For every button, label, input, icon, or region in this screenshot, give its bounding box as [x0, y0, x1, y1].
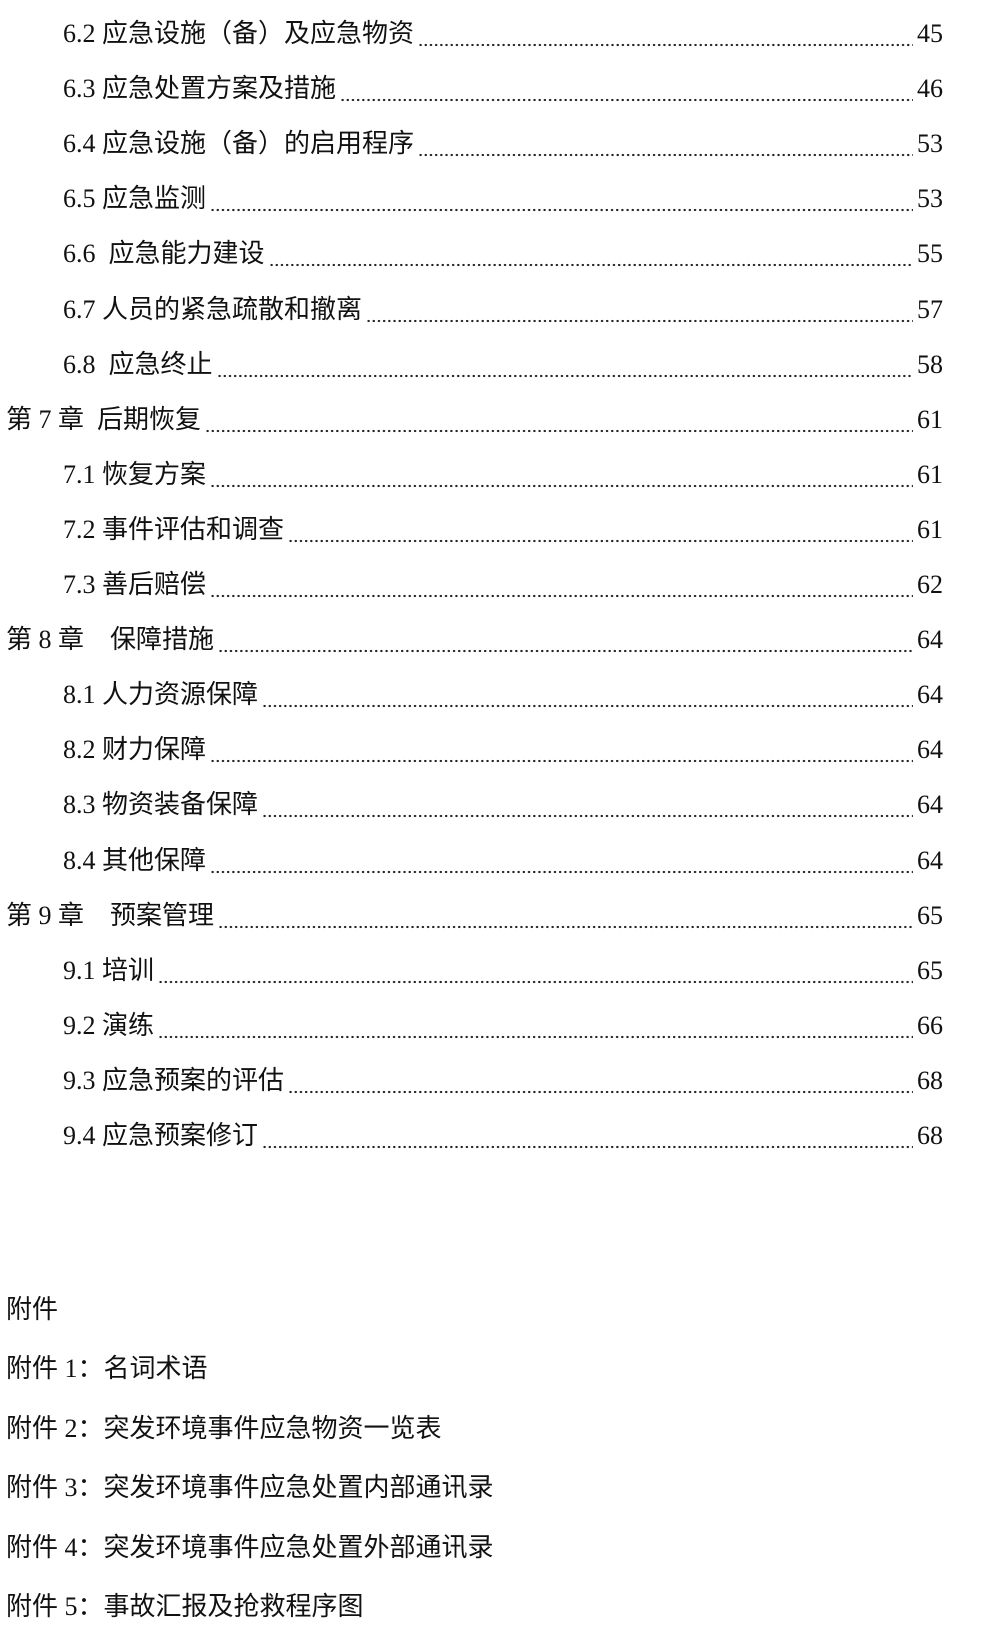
toc-entry-title: 6.3 应急处置方案及措施	[63, 74, 337, 104]
dot-leader	[418, 14, 913, 54]
toc-entry-page: 46	[917, 74, 943, 104]
annex-heading: 附件	[6, 1295, 59, 1324]
toc-entry[interactable]: 8.3 物资装备保障 64	[0, 785, 943, 826]
toc-entry[interactable]: 7.3 善后赔偿 62	[0, 565, 943, 605]
toc-entry[interactable]: 6.8 应急终止 58	[0, 344, 943, 385]
toc-entry-title: 8.1 人力资源保障	[63, 680, 259, 710]
annex-item: 附件 5：事故汇报及抢救程序图	[6, 1592, 364, 1621]
toc-entry-page: 53	[917, 184, 943, 214]
toc-entry-page: 68	[917, 1065, 943, 1095]
annex-item: 附件 1：名词术语	[6, 1354, 208, 1383]
dot-leader	[268, 234, 913, 275]
dot-leader	[158, 1005, 913, 1046]
dot-leader	[210, 179, 913, 220]
toc-entry[interactable]: 9.1 培训 65	[0, 950, 943, 991]
toc-entry-page: 64	[917, 625, 943, 655]
toc-entry-page: 64	[917, 680, 943, 710]
toc-entry-title: 8.4 其他保障	[63, 845, 207, 875]
toc-entry-page: 53	[917, 129, 943, 159]
dot-leader	[210, 565, 913, 605]
toc-entry-title: 9.1 培训	[63, 955, 155, 985]
dot-leader	[340, 69, 913, 110]
toc-entry[interactable]: 第 8 章 保障措施 64	[0, 620, 943, 661]
toc-entry[interactable]: 8.4 其他保障 64	[0, 840, 943, 881]
toc-entry-page: 58	[917, 349, 943, 379]
toc-entry-page: 57	[917, 294, 943, 324]
toc-entry[interactable]: 9.2 演练 66	[0, 1005, 943, 1046]
toc-entry-title: 8.2 财力保障	[63, 735, 207, 765]
toc-entry-title: 9.3 应急预案的评估	[63, 1065, 285, 1095]
toc-entry-title: 6.8 应急终止	[63, 349, 213, 379]
toc-entry-page: 64	[917, 790, 943, 820]
toc-entry-title: 7.2 事件评估和调查	[63, 514, 285, 544]
toc-entry-page: 61	[917, 459, 943, 489]
toc-entry[interactable]: 6.5 应急监测 53	[0, 179, 943, 220]
dot-leader	[366, 289, 913, 330]
dot-leader	[205, 399, 913, 440]
toc-entry-title: 6.6 应急能力建设	[63, 239, 265, 269]
toc-entry[interactable]: 6.4 应急设施（备）的启用程序 53	[0, 124, 943, 165]
toc-entry[interactable]: 6.3 应急处置方案及措施 46	[0, 69, 943, 110]
toc-entry-title: 9.2 演练	[63, 1010, 155, 1040]
dot-leader	[288, 1060, 913, 1101]
toc-entry[interactable]: 8.1 人力资源保障 64	[0, 675, 943, 716]
toc-entry-title: 第 8 章 保障措施	[6, 625, 215, 655]
toc-entry-page: 62	[917, 570, 943, 599]
toc-entry-page: 68	[917, 1121, 943, 1150]
toc-entry-title: 9.4 应急预案修订	[63, 1121, 259, 1150]
toc-entry[interactable]: 6.2 应急设施（备）及应急物资 45	[0, 14, 943, 54]
toc-entry-page: 45	[917, 19, 943, 48]
dot-leader	[218, 895, 913, 936]
toc-entry-page: 61	[917, 404, 943, 434]
toc-entry-title: 6.5 应急监测	[63, 184, 207, 214]
toc-entry-page: 64	[917, 845, 943, 875]
toc-entry-page: 66	[917, 1010, 943, 1040]
annex-item: 附件 3：突发环境事件应急处置内部通讯录	[6, 1473, 494, 1502]
dot-leader	[288, 509, 913, 550]
toc-entry[interactable]: 第 9 章 预案管理 65	[0, 895, 943, 936]
toc-entry-title: 7.1 恢复方案	[63, 459, 207, 489]
toc-entry-title: 6.2 应急设施（备）及应急物资	[63, 19, 415, 48]
toc-entry[interactable]: 6.7 人员的紧急疏散和撤离 57	[0, 289, 943, 330]
toc-entry-title: 6.7 人员的紧急疏散和撤离	[63, 294, 363, 324]
toc-entry-page: 65	[917, 900, 943, 930]
dot-leader	[218, 620, 913, 661]
annex-item: 附件 4：突发环境事件应急处置外部通讯录	[6, 1532, 494, 1562]
dot-leader	[210, 730, 913, 771]
toc-entry-page: 64	[917, 735, 943, 765]
dot-leader	[418, 124, 913, 165]
dot-leader	[262, 1116, 913, 1156]
toc-entry-page: 55	[917, 239, 943, 269]
toc-entry[interactable]: 9.4 应急预案修订 68	[0, 1116, 943, 1156]
dot-leader	[210, 454, 913, 495]
dot-leader	[262, 675, 913, 716]
toc-entry-page: 65	[917, 955, 943, 985]
toc-entry[interactable]: 第 7 章 后期恢复 61	[0, 399, 943, 440]
dot-leader	[158, 950, 913, 991]
toc-entry[interactable]: 7.2 事件评估和调查 61	[0, 509, 943, 550]
dot-leader	[210, 840, 913, 881]
toc-entry[interactable]: 7.1 恢复方案 61	[0, 454, 943, 495]
toc-entry-title: 6.4 应急设施（备）的启用程序	[63, 129, 415, 159]
toc-entry-page: 61	[917, 514, 943, 544]
annex-item: 附件 2：突发环境事件应急物资一览表	[6, 1413, 442, 1443]
toc-entry[interactable]: 6.6 应急能力建设 55	[0, 234, 943, 275]
dot-leader	[262, 785, 913, 826]
dot-leader	[216, 344, 913, 385]
toc-entry-title: 第 9 章 预案管理	[6, 900, 215, 930]
toc-entry-title: 第 7 章 后期恢复	[6, 404, 202, 434]
toc-entry-title: 7.3 善后赔偿	[63, 570, 207, 599]
toc-entry[interactable]: 9.3 应急预案的评估 68	[0, 1060, 943, 1101]
toc-entry-title: 8.3 物资装备保障	[63, 790, 259, 820]
toc-entry[interactable]: 8.2 财力保障 64	[0, 730, 943, 771]
